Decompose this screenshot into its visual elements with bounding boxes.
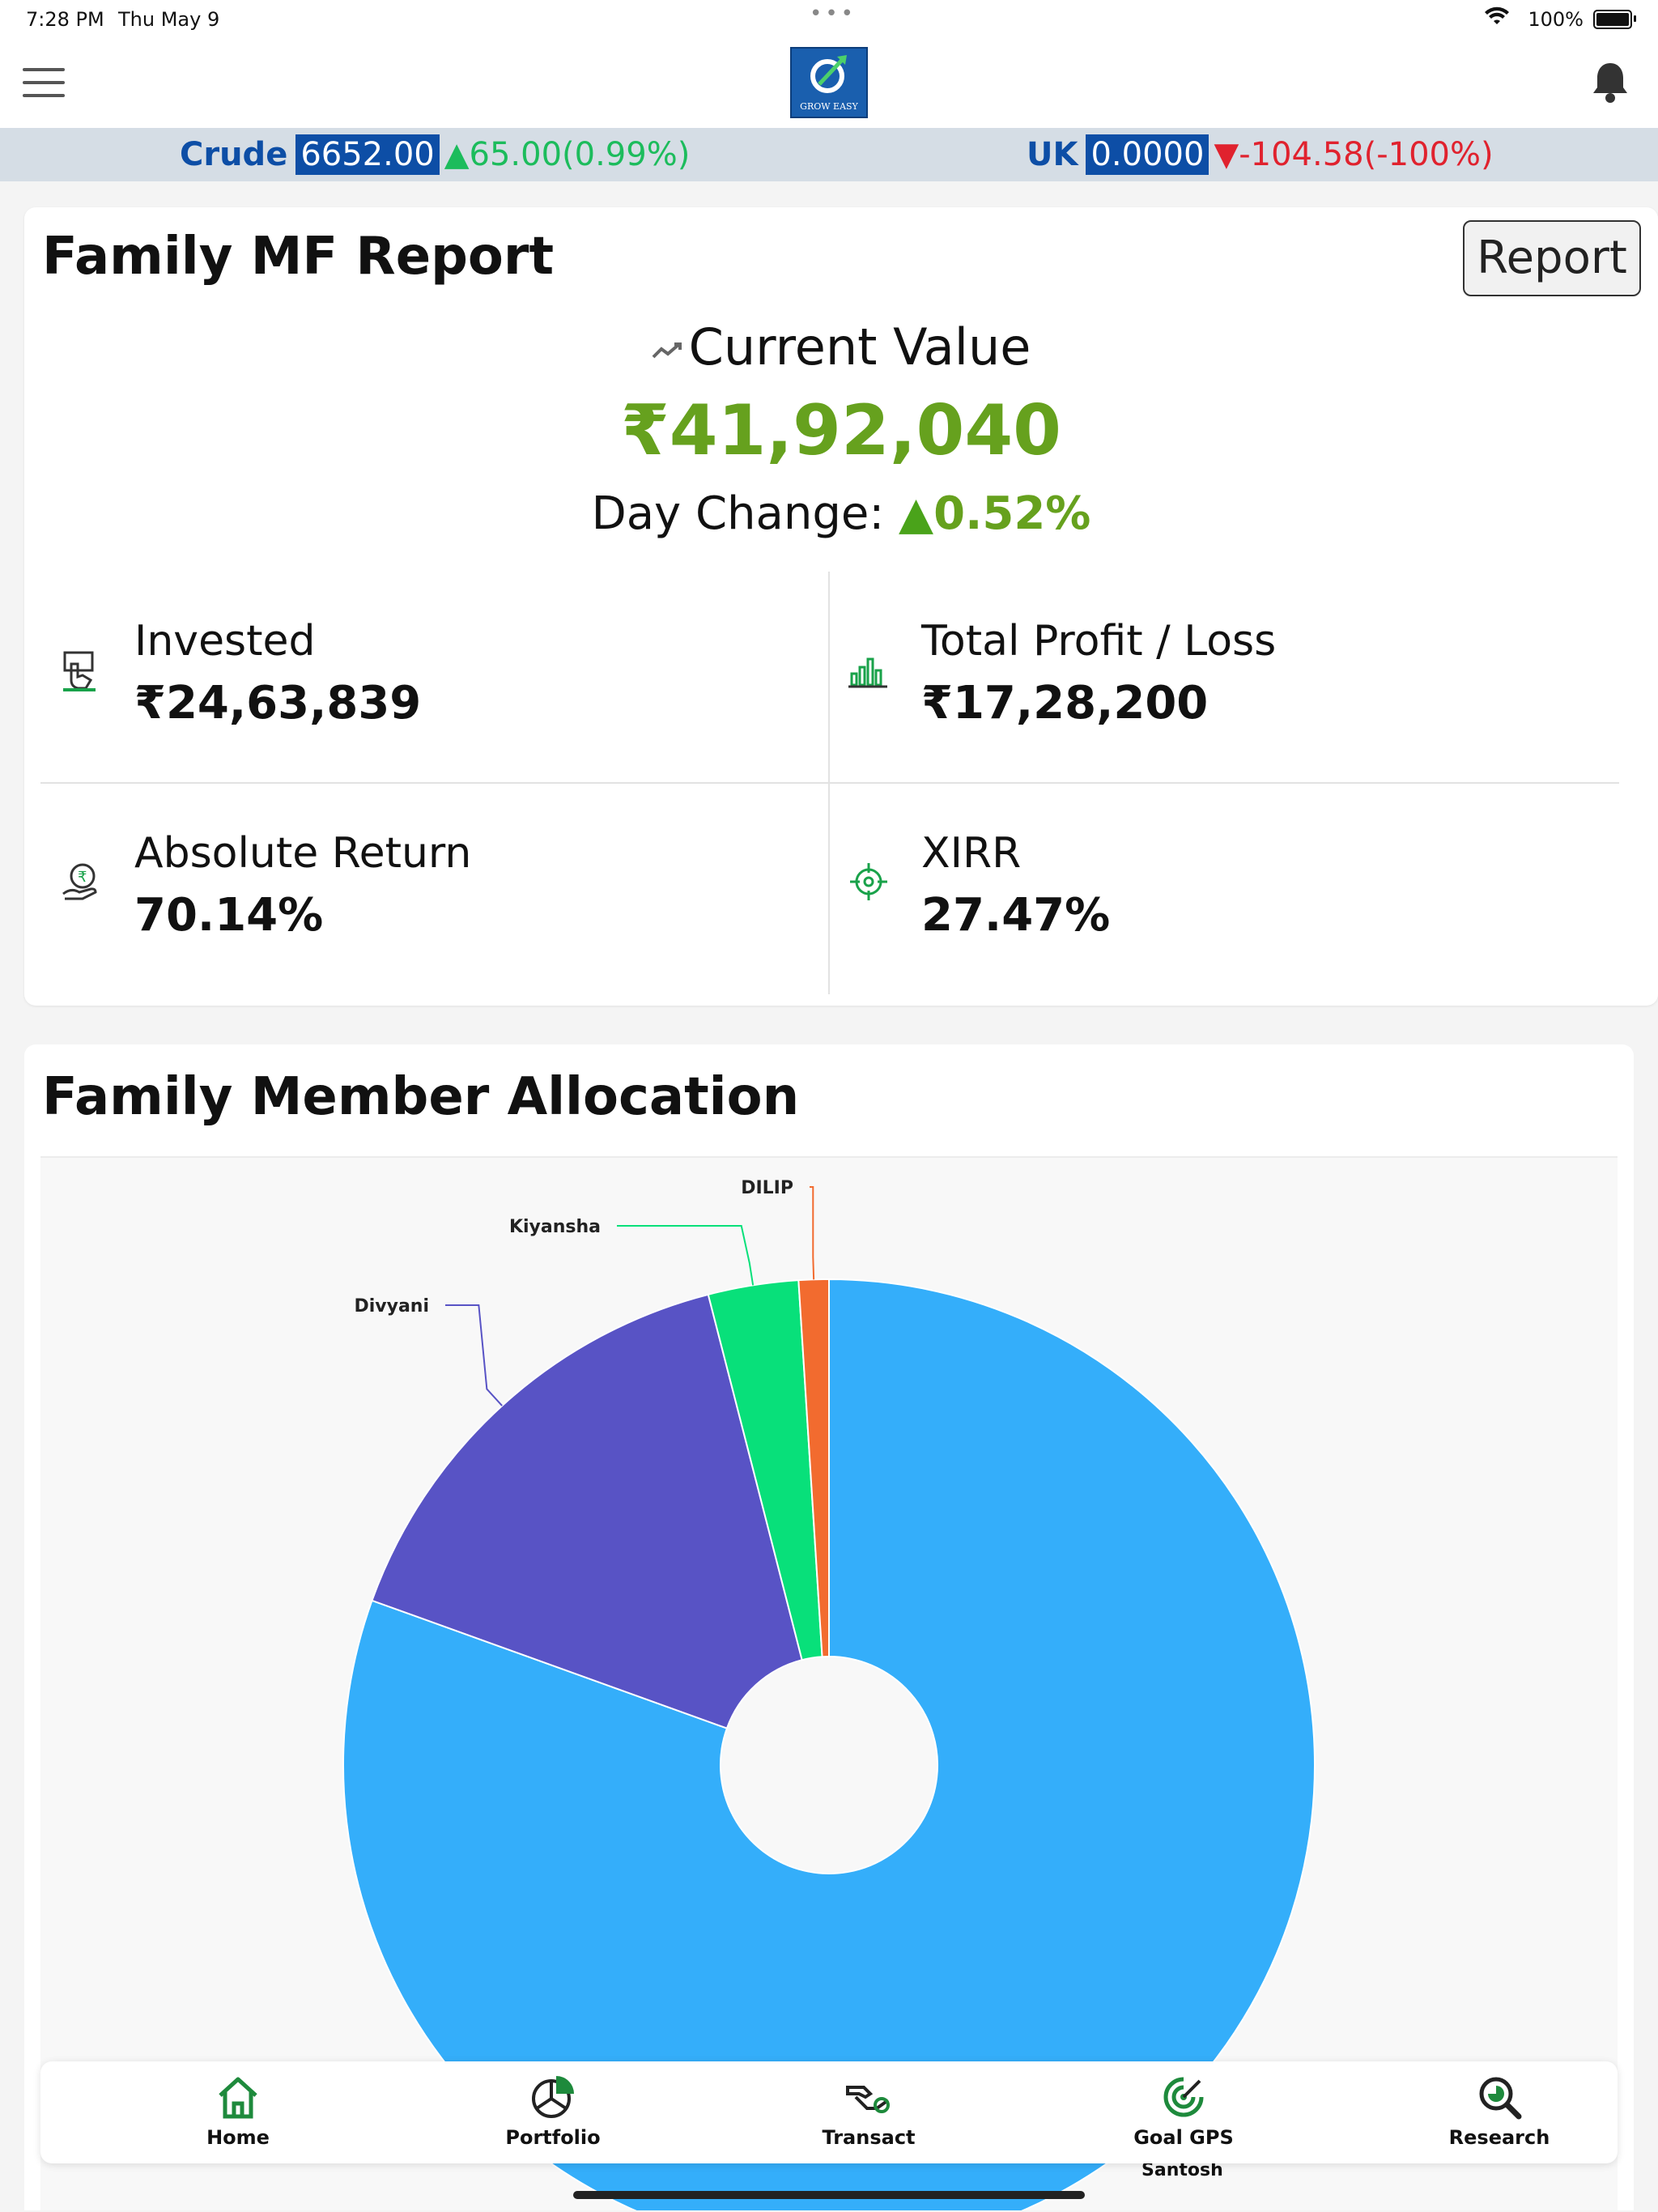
nav-label: Research	[1448, 2126, 1550, 2149]
status-bar: 7:28 PM Thu May 9 ••• 100%	[0, 0, 1658, 39]
logo-text: GROW EASY	[800, 101, 858, 112]
pie-label-kiyansha: Kiyansha	[509, 1217, 601, 1237]
pie-label-dilip: DILIP	[741, 1178, 793, 1198]
nav-research[interactable]: Research	[1402, 2073, 1596, 2162]
nav-label: Portfolio	[505, 2126, 601, 2149]
pie-label-santosh: Santosh	[1141, 2160, 1223, 2180]
allocation-title: Family Member Allocation	[42, 1067, 800, 1127]
nav-home[interactable]: Home	[141, 2073, 335, 2162]
nav-label: Home	[206, 2126, 270, 2149]
transact-icon	[844, 2073, 893, 2121]
wifi-icon	[1485, 6, 1509, 31]
metric-divider-horizontal	[40, 782, 1619, 784]
market-ticker: Crude 6652.00 ▲ 65.00(0.99%) UK 0.0000 ▼…	[0, 128, 1658, 181]
current-value-amount: ₹41,92,040	[620, 390, 1062, 471]
money-hand-icon: ₹	[62, 861, 102, 902]
down-arrow-icon: ▼	[1214, 136, 1239, 173]
ticker-change: 65.00(0.99%)	[469, 136, 691, 173]
pie-leader-line	[445, 1304, 503, 1406]
metric-label: Total Profit / Loss	[921, 617, 1277, 666]
day-change-label: Day Change:	[591, 487, 885, 540]
status-date: Thu May 9	[118, 8, 220, 31]
portfolio-icon	[529, 2073, 577, 2121]
pie-label-divyani: Divyani	[354, 1296, 429, 1317]
target-icon	[848, 861, 889, 902]
notification-bell-icon[interactable]	[1592, 60, 1629, 107]
ticker-change: -104.58(-100%)	[1239, 136, 1494, 173]
up-arrow-icon: ▲	[444, 136, 470, 173]
family-member-allocation-card: Family Member Allocation Divyani Kiyansha…	[24, 1044, 1634, 2210]
home-indicator[interactable]	[573, 2191, 1085, 2199]
home-icon	[214, 2073, 262, 2121]
nav-transact[interactable]: Transact	[772, 2073, 966, 2162]
metric-value: 70.14%	[134, 889, 324, 942]
battery-icon	[1593, 10, 1636, 29]
pie-leader-line	[810, 1186, 815, 1280]
research-icon	[1475, 2073, 1524, 2121]
ticker-value: 0.0000	[1086, 134, 1209, 175]
metric-label: XIRR	[921, 829, 1022, 878]
allocation-chart: Divyani Kiyansha DILIP	[40, 1156, 1618, 2210]
metric-label: Absolute Return	[134, 829, 472, 878]
invested-icon	[62, 649, 102, 691]
ticker-item-uk[interactable]: UK 0.0000 ▼ -104.58(-100%)	[1027, 134, 1494, 175]
battery-percent: 100%	[1528, 8, 1584, 31]
status-time: 7:28 PM	[26, 8, 104, 31]
menu-icon[interactable]	[23, 68, 65, 99]
report-title: Family MF Report	[42, 227, 555, 287]
multitasking-dots-icon[interactable]: •••	[810, 2, 857, 26]
up-arrow-icon: ▲	[899, 487, 934, 540]
ticker-value: 6652.00	[295, 134, 440, 175]
nav-label: Goal GPS	[1133, 2126, 1234, 2149]
grow-easy-logo[interactable]: GROW EASY	[790, 47, 868, 118]
goal-gps-icon	[1159, 2073, 1208, 2121]
svg-text:₹: ₹	[78, 869, 87, 886]
metric-label: Invested	[134, 617, 316, 666]
pie-slice-divyani[interactable]	[371, 1293, 803, 1729]
current-value-label: Current Value	[24, 317, 1658, 376]
report-button[interactable]: Report	[1463, 220, 1641, 296]
nav-goal-gps[interactable]: Goal GPS	[1086, 2073, 1281, 2162]
ticker-name: Crude	[180, 136, 288, 173]
day-change-value: 0.52%	[933, 487, 1091, 540]
bar-chart-icon	[848, 649, 889, 690]
metric-value: 27.47%	[921, 889, 1111, 942]
nav-label: Transact	[822, 2126, 916, 2149]
metric-value: ₹17,28,200	[921, 677, 1209, 730]
pie-slice-dilip[interactable]	[797, 1278, 830, 1658]
ticker-item-crude[interactable]: Crude 6652.00 ▲ 65.00(0.99%)	[180, 134, 690, 175]
trend-up-icon	[652, 342, 682, 359]
app-header: GROW EASY	[0, 39, 1658, 128]
metric-value: ₹24,63,839	[134, 677, 422, 730]
ticker-name: UK	[1027, 136, 1078, 173]
nav-portfolio[interactable]: Portfolio	[456, 2073, 650, 2162]
family-mf-report-card: Family MF Report Report Current Value ₹4…	[24, 207, 1658, 1006]
pie-leader-line	[617, 1225, 755, 1286]
bottom-navigation: Home Portfolio Transact	[40, 2061, 1618, 2163]
day-change: Day Change: ▲0.52%	[24, 487, 1658, 540]
allocation-donut-chart: Divyani Kiyansha DILIP	[342, 1178, 1316, 2210]
